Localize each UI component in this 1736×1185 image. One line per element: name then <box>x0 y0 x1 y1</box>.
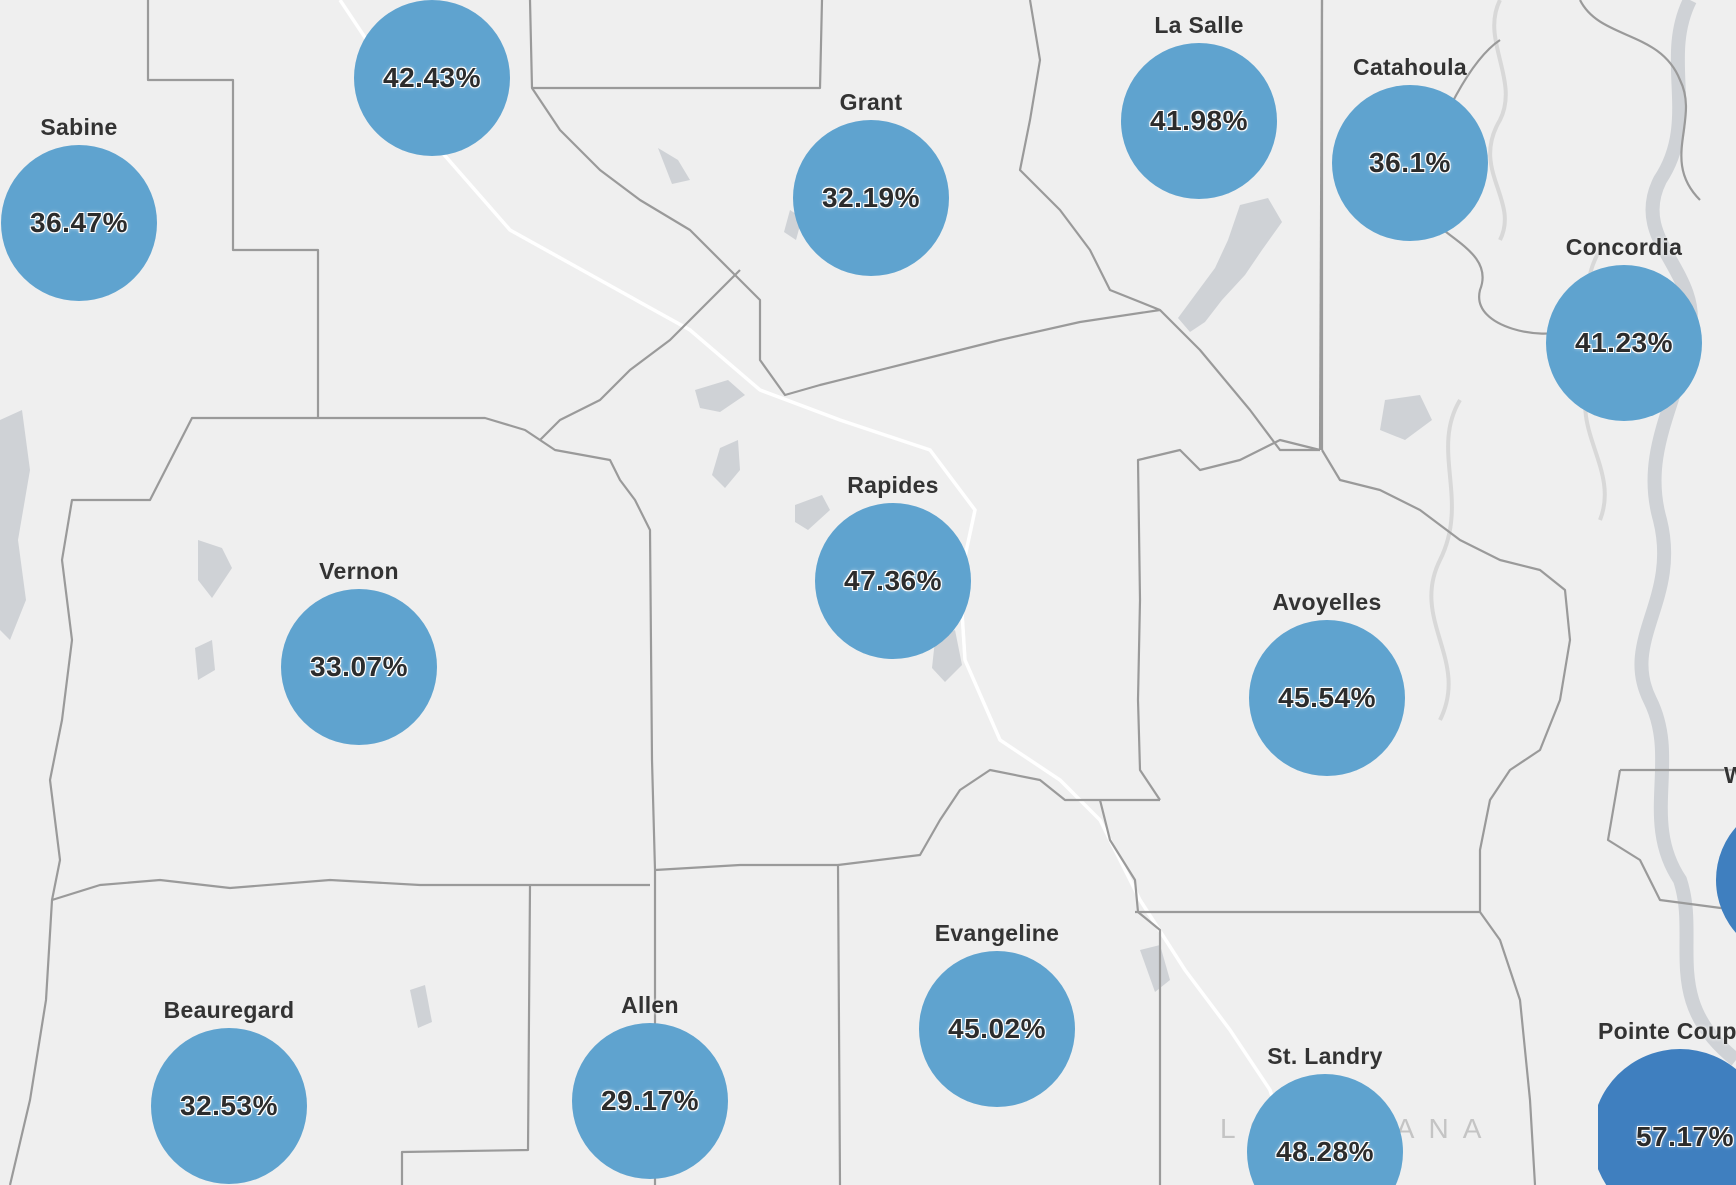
bubble-grant[interactable]: 32.19% <box>793 120 949 276</box>
bubble-concordia[interactable]: 41.23% <box>1546 265 1702 421</box>
bubble-catahoula[interactable]: 36.1% <box>1332 85 1488 241</box>
bubble-value: 29.17% <box>601 1085 699 1116</box>
parish-marker-natchitoches[interactable]: 42.43% <box>354 0 510 156</box>
parish-label: St. Landry <box>1267 1043 1383 1069</box>
bubble-vernon[interactable]: 33.07% <box>281 589 437 745</box>
bubble-avoyelles[interactable]: 45.54% <box>1249 620 1405 776</box>
bubble-value: 36.1% <box>1369 147 1451 178</box>
bubble-value: 33.07% <box>310 651 408 682</box>
parish-label: Evangeline <box>934 920 1060 946</box>
parish-label: Pointe Coup <box>1598 1018 1736 1044</box>
parish-marker-allen[interactable]: Allen 29.17% <box>572 992 728 1179</box>
bubble-value: 41.98% <box>1150 105 1248 136</box>
parish-marker-avoyelles[interactable]: Avoyelles 45.54% <box>1249 589 1405 776</box>
parish-marker-vernon[interactable]: Vernon 33.07% <box>281 558 437 745</box>
bubble-allen[interactable]: 29.17% <box>572 1023 728 1179</box>
parish-marker-grant[interactable]: Grant 32.19% <box>793 89 949 276</box>
parish-label: Grant <box>839 89 903 115</box>
parish-marker-rapides[interactable]: Rapides 47.36% <box>815 472 971 659</box>
bubble-natchitoches[interactable]: 42.43% <box>354 0 510 156</box>
bubble-value: 42.43% <box>383 62 481 93</box>
parish-label: Avoyelles <box>1272 589 1382 615</box>
bubble-value: 57.17% <box>1636 1121 1734 1152</box>
parish-borders <box>8 0 1736 1185</box>
bubble-rapides[interactable]: 47.36% <box>815 503 971 659</box>
bubble-value: 41.23% <box>1575 327 1673 358</box>
parish-label: Concordia <box>1565 234 1683 260</box>
parish-marker-st-landry[interactable]: St. Landry 48.28% <box>1247 1043 1403 1185</box>
parish-marker-evangeline[interactable]: Evangeline 45.02% <box>919 920 1075 1107</box>
bubble-sabine[interactable]: 36.47% <box>1 145 157 301</box>
parish-marker-beauregard[interactable]: Beauregard 32.53% <box>151 997 307 1184</box>
parish-label: Vernon <box>319 558 399 584</box>
bubble-value: 45.02% <box>948 1013 1046 1044</box>
parish-label: Beauregard <box>163 997 295 1023</box>
parish-label: Catahoula <box>1353 54 1467 80</box>
parish-marker-la-salle[interactable]: La Salle 41.98% <box>1121 12 1277 199</box>
bubble-value: 36.47% <box>30 207 128 238</box>
parish-marker-catahoula[interactable]: Catahoula 36.1% <box>1332 54 1488 241</box>
parish-label: Sabine <box>40 114 118 140</box>
parish-marker-pointe-coupee[interactable]: Pointe Coup 57.17% <box>1598 1018 1736 1185</box>
parish-label: W <box>1724 762 1736 788</box>
parish-label: Allen <box>621 992 679 1018</box>
water-features <box>0 148 1432 1028</box>
river-features <box>1634 0 1736 1066</box>
bubble-value: 45.54% <box>1278 682 1376 713</box>
highway <box>338 0 1302 1185</box>
bubble-la-salle[interactable]: 41.98% <box>1121 43 1277 199</box>
bubble-evangeline[interactable]: 45.02% <box>919 951 1075 1107</box>
bubble-beauregard[interactable]: 32.53% <box>151 1028 307 1184</box>
bubble-partial-right[interactable] <box>1716 800 1736 960</box>
bubble-value: 32.53% <box>180 1090 278 1121</box>
bubble-value: 48.28% <box>1276 1136 1374 1167</box>
bubble-pointe-coupee[interactable]: 57.17% <box>1598 1049 1736 1185</box>
parish-marker-partial-right[interactable]: W <box>1724 762 1736 793</box>
bubble-value: 47.36% <box>844 565 942 596</box>
bubble-st-landry[interactable]: 48.28% <box>1247 1074 1403 1185</box>
bubble-value: 32.19% <box>822 182 920 213</box>
partial-bubble-clip <box>1716 800 1736 970</box>
parish-label: Rapides <box>847 472 939 498</box>
parish-marker-concordia[interactable]: Concordia 41.23% <box>1546 234 1702 421</box>
parish-label: La Salle <box>1154 12 1244 38</box>
parish-marker-sabine[interactable]: Sabine 36.47% <box>1 114 157 301</box>
